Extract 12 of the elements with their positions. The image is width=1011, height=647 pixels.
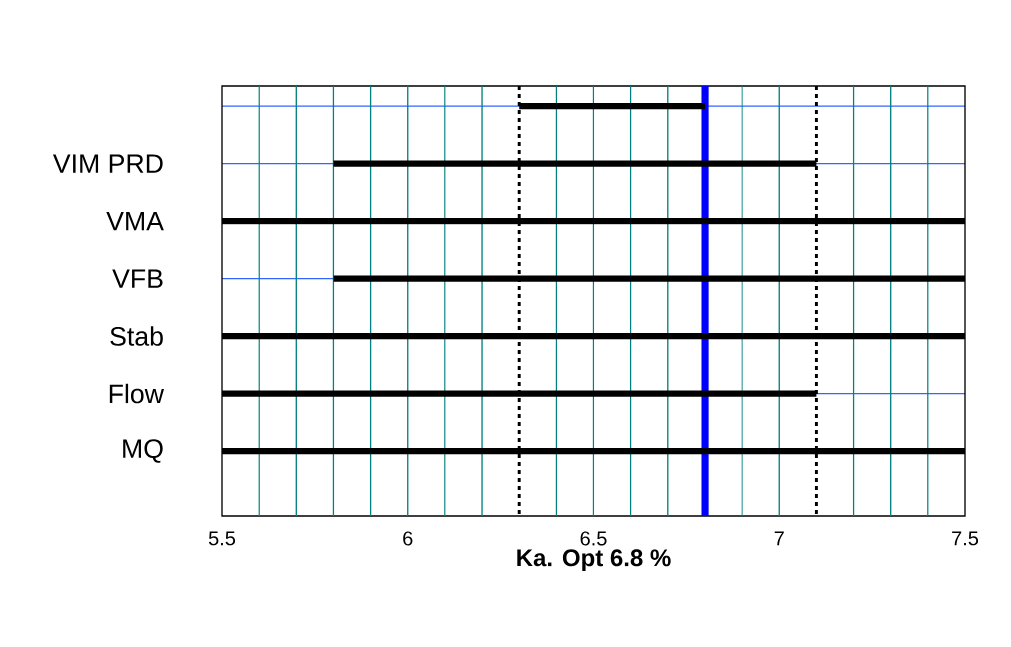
y-tick-label: Flow bbox=[109, 383, 165, 404]
x-axis-title: Ka. Opt 6.8 % bbox=[517, 549, 671, 572]
y-tick-label: VMA bbox=[106, 211, 164, 231]
x-tick-label: 6.5 bbox=[580, 531, 607, 546]
x-tick-label: 5.5 bbox=[208, 531, 236, 546]
y-tick-label: MQ bbox=[123, 439, 163, 463]
y-tick-label: VFB bbox=[112, 269, 163, 288]
y-tick-label: VIM PRD bbox=[52, 154, 163, 173]
x-tick-label: 7.5 bbox=[952, 531, 979, 546]
y-tick-label: Stab bbox=[110, 326, 163, 346]
x-tick-label: 6 bbox=[403, 531, 413, 546]
x-tick-label: 7 bbox=[774, 531, 784, 546]
